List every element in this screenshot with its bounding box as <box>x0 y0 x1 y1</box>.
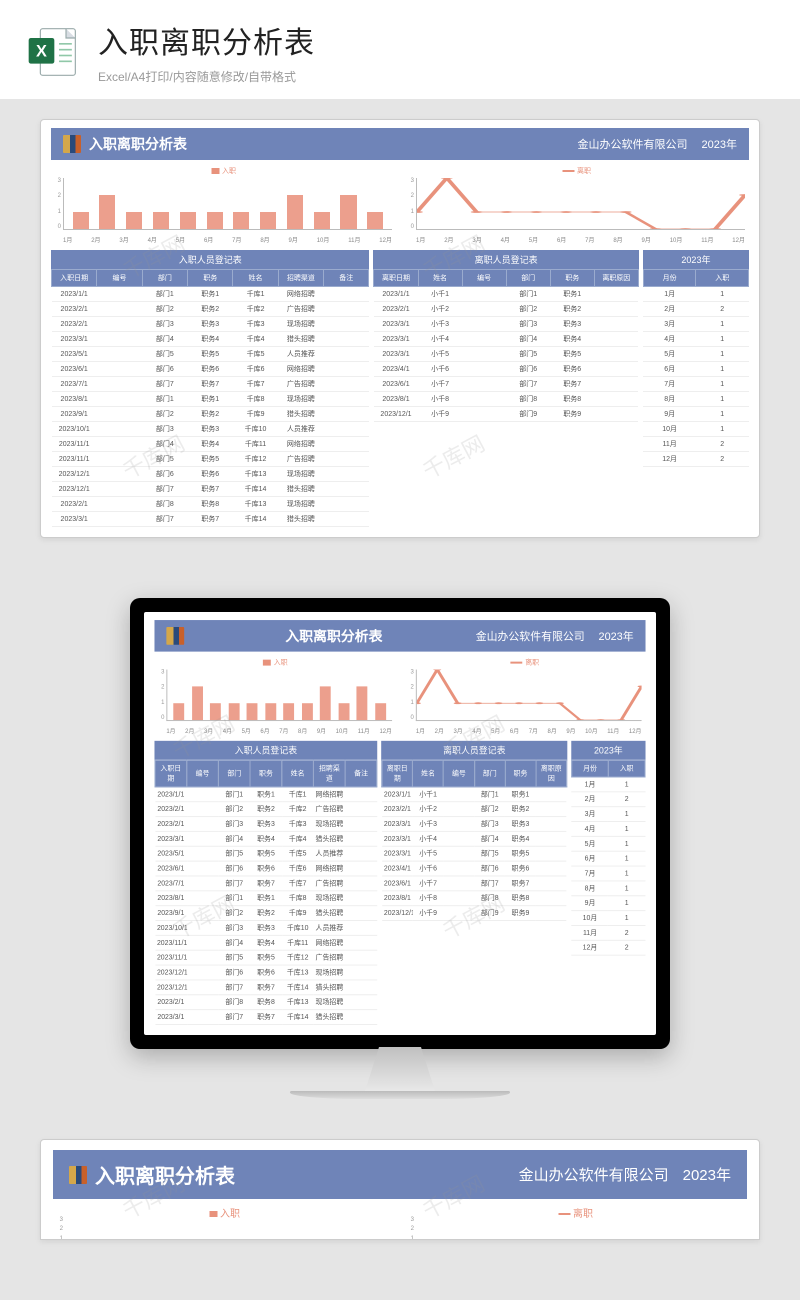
books-icon <box>166 627 184 645</box>
strip-company: 金山办公软件有限公司 <box>519 1164 669 1185</box>
sheet-year: 2023年 <box>702 136 737 152</box>
table: 月份入职1月12月23月14月15月16月17月18月19月110月111月21… <box>643 269 749 467</box>
section-year: 2023年 <box>643 250 749 269</box>
table: 入职日期编号部门职务姓名招聘渠道备注2023/1/1部门1职务1千库1网络招聘2… <box>51 269 369 527</box>
hero-title: 入职离职分析表 <box>98 18 776 62</box>
sheet-strip: 入职离职分析表 金山办公软件有限公司 2023年 入职 3210 离职 3210 <box>40 1139 760 1240</box>
table-onboard: 入职日期编号部门职务姓名招聘渠道备注2023/1/1部门1职务1千库1网络招聘2… <box>51 269 369 527</box>
section-leave: 离职人员登记表 <box>381 741 567 760</box>
table-summary: 月份入职1月12月23月14月15月16月17月18月19月110月111月21… <box>571 760 645 1025</box>
table: 入职日期编号部门职务姓名招聘渠道备注2023/1/1部门1职务1千库1网络招聘2… <box>154 760 377 1025</box>
strip-line: 离职 3210 <box>404 1205 747 1239</box>
table-leave: 离职日期姓名编号部门职务离职原因2023/1/1小千1部门1职务12023/2/… <box>373 269 638 527</box>
table-onboard: 入职日期编号部门职务姓名招聘渠道备注2023/1/1部门1职务1千库1网络招聘2… <box>154 760 377 1025</box>
sheet-card-2: 入职离职分析表 金山办公软件有限公司 2023年 入职 3210 1月2月3月4… <box>147 614 654 1033</box>
sheet-year: 2023年 <box>599 628 634 644</box>
sheet-title: 入职离职分析表 <box>192 626 476 646</box>
chart-bar: 入职 3210 1月2月3月4月5月6月7月8月9月10月11月12月 <box>51 166 396 244</box>
chart-line: 离职 3210 1月2月3月4月5月6月7月8月9月10月11月12月 <box>404 166 749 244</box>
table: 月份入职1月12月23月14月15月16月17月18月19月110月111月21… <box>571 760 645 956</box>
section-onboard: 入职人员登记表 <box>154 741 377 760</box>
excel-icon: X <box>24 24 80 80</box>
sheet-header: 入职离职分析表 金山办公软件有限公司 2023年 <box>51 128 749 160</box>
sheet-company: 金山办公软件有限公司 <box>476 628 585 644</box>
strip-bar: 入职 3210 <box>53 1205 396 1239</box>
strip-year: 2023年 <box>683 1164 731 1185</box>
legend-bar: 入职 <box>220 1209 240 1220</box>
sheet-card-1: 入职离职分析表 金山办公软件有限公司 2023年 入职 3210 1月2月3月4… <box>40 119 760 538</box>
books-icon <box>69 1166 87 1184</box>
chart-line: 离职 3210 1月2月3月4月5月6月7月8月9月10月11月12月 <box>404 658 646 735</box>
section-year: 2023年 <box>571 741 645 760</box>
monitor: 入职离职分析表 金山办公软件有限公司 2023年 入职 3210 1月2月3月4… <box>0 598 800 1099</box>
table: 离职日期姓名编号部门职务离职原因2023/1/1小千1部门1职务12023/2/… <box>373 269 638 422</box>
table-summary: 月份入职1月12月23月14月15月16月17月18月19月110月111月21… <box>643 269 749 527</box>
hero: X 入职离职分析表 Excel/A4打印/内容随意修改/自带格式 <box>0 0 800 99</box>
section-onboard: 入职人员登记表 <box>51 250 369 269</box>
table-leave: 离职日期姓名编号部门职务离职原因2023/1/1小千1部门1职务12023/2/… <box>381 760 567 1025</box>
section-leave: 离职人员登记表 <box>373 250 638 269</box>
table: 离职日期姓名编号部门职务离职原因2023/1/1小千1部门1职务12023/2/… <box>381 760 567 921</box>
strip-title: 入职离职分析表 <box>95 1160 519 1189</box>
legend-line: 离职 <box>573 1209 593 1220</box>
sheet-company: 金山办公软件有限公司 <box>578 136 688 152</box>
svg-text:X: X <box>36 42 47 60</box>
hero-sub: Excel/A4打印/内容随意修改/自带格式 <box>98 68 776 85</box>
chart-bar: 入职 3210 1月2月3月4月5月6月7月8月9月10月11月12月 <box>154 658 396 735</box>
sheet-header: 入职离职分析表 金山办公软件有限公司 2023年 <box>154 620 645 652</box>
books-icon <box>63 135 81 153</box>
page: X 入职离职分析表 Excel/A4打印/内容随意修改/自带格式 入职离职分析表… <box>0 0 800 1240</box>
sheet-title: 入职离职分析表 <box>89 134 578 154</box>
